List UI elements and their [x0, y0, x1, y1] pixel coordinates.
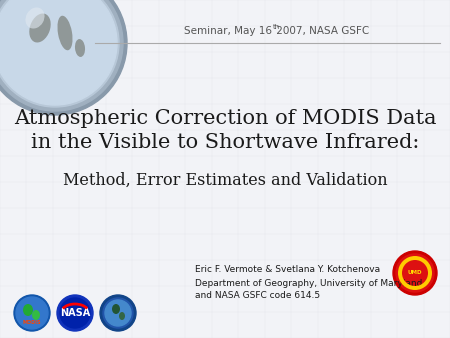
Circle shape: [0, 0, 119, 107]
Circle shape: [105, 300, 131, 326]
Ellipse shape: [29, 14, 51, 43]
Text: th: th: [273, 24, 280, 30]
Circle shape: [16, 297, 48, 329]
Circle shape: [393, 251, 437, 295]
Text: Department of Geography, University of Maryland,: Department of Geography, University of M…: [195, 279, 425, 288]
Circle shape: [57, 295, 93, 331]
Text: 2007, NASA GSFC: 2007, NASA GSFC: [273, 26, 369, 36]
Ellipse shape: [26, 7, 45, 28]
Circle shape: [100, 295, 136, 331]
Wedge shape: [398, 256, 432, 290]
Circle shape: [0, 0, 117, 105]
Text: UMD: UMD: [408, 270, 422, 275]
Ellipse shape: [58, 16, 72, 50]
Ellipse shape: [112, 304, 120, 314]
Text: Seminar, May 16: Seminar, May 16: [184, 26, 272, 36]
Text: NASA: NASA: [60, 308, 90, 318]
Text: Method, Error Estimates and Validation: Method, Error Estimates and Validation: [63, 171, 387, 189]
Circle shape: [0, 0, 123, 111]
Text: in the Visible to Shortwave Infrared:: in the Visible to Shortwave Infrared:: [31, 134, 419, 152]
Text: and NASA GSFC code 614.5: and NASA GSFC code 614.5: [195, 291, 320, 300]
Ellipse shape: [23, 304, 33, 316]
Circle shape: [0, 0, 127, 115]
Ellipse shape: [75, 39, 85, 57]
Text: Eric F. Vermote & Svetlana Y. Kotchenova: Eric F. Vermote & Svetlana Y. Kotchenova: [195, 266, 380, 274]
Circle shape: [60, 298, 90, 328]
Circle shape: [14, 295, 50, 331]
Circle shape: [103, 298, 133, 328]
Text: Atmospheric Correction of MODIS Data: Atmospheric Correction of MODIS Data: [14, 108, 436, 127]
Circle shape: [396, 254, 434, 292]
Ellipse shape: [119, 312, 125, 320]
Ellipse shape: [32, 310, 40, 320]
Text: MODIS: MODIS: [23, 319, 41, 324]
